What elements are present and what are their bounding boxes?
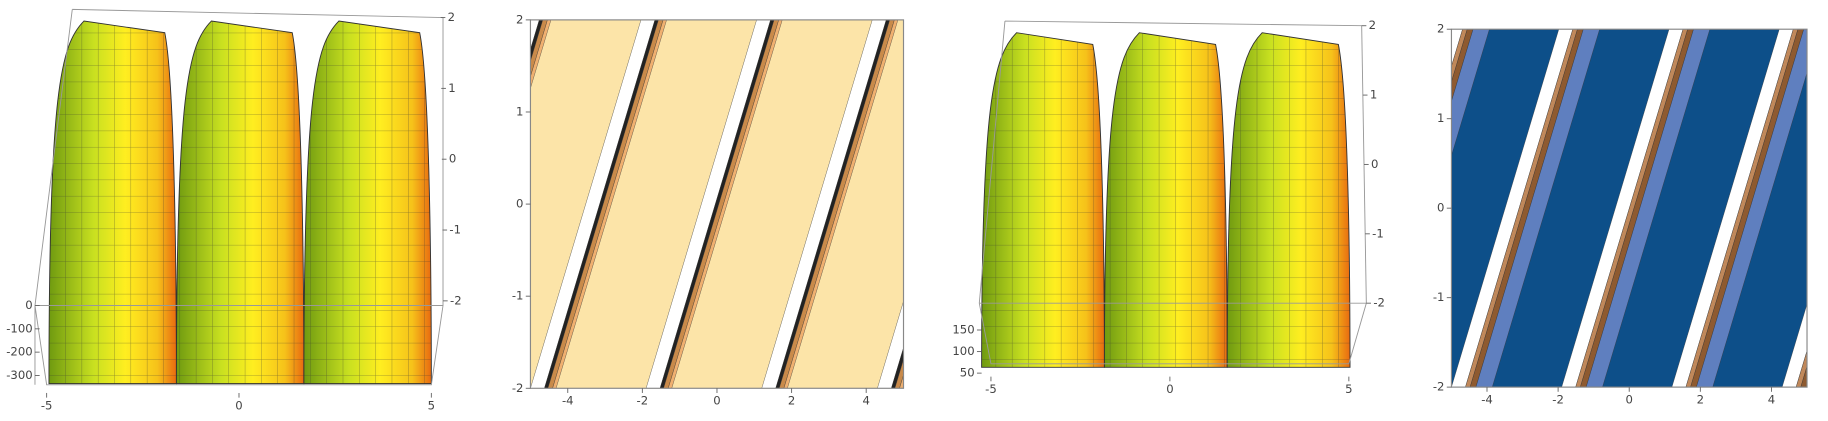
tick-label: 5 [428,398,435,412]
contour-band [1475,29,1600,388]
tick-label: -2 [637,394,649,408]
tick-label: 0 [713,394,720,408]
tick-label: -2 [450,293,462,307]
tick-label: 1 [1370,88,1377,102]
contour-band [547,19,664,389]
contour-band [659,19,775,389]
contour-band [1580,29,1694,388]
surface-mesh [981,32,1105,368]
contour-band [761,19,887,389]
contour-band [1781,303,1808,388]
tick-label: 1 [448,81,455,95]
tick-label: 0 [449,152,456,166]
contour-band [899,374,904,389]
contour-band [1451,29,1573,388]
box-frame [978,20,1367,365]
tick-label: 1 [516,104,523,118]
tick-label: 0 [1626,392,1633,406]
tick-label: -1 [449,223,461,237]
tick-label: -1 [512,289,524,303]
contour-fill [530,19,904,389]
contour-band [877,300,904,389]
tick-label: -1 [1372,226,1384,240]
contour-band [645,19,771,389]
surface-mesh [303,21,432,384]
tick-label: -2 [1433,380,1445,394]
tick-label: -2 [1552,392,1564,406]
contour-band [530,19,552,89]
contour-band [783,19,899,389]
tick-label: 2 [1369,18,1376,32]
tick-label: 150 [952,322,974,336]
contour-band [1469,29,1584,388]
tick-label: -200 [6,345,32,359]
contour-band [1685,29,1799,388]
tick-label: 1 [1437,111,1444,125]
surface-mesh [176,21,304,384]
tick-label: 50 [960,366,975,380]
tick-label: 2 [516,12,523,26]
tick-label: 0 [1437,201,1444,215]
contour-band [668,19,783,389]
contour-band [552,19,667,389]
tick-label: -100 [6,321,32,335]
tick-label: 0 [235,398,242,412]
tick-label: -2 [1373,296,1385,310]
tick-label: 4 [1768,392,1775,406]
contour-fill [1451,29,1808,388]
contour-band [544,19,659,389]
tick-label: -4 [1481,392,1493,406]
tick-label: 5 [1345,382,1352,396]
tick-label: -5 [41,398,53,412]
contour-band [530,19,543,62]
contour-band [1585,29,1711,388]
contour-band [779,19,895,389]
tick-label: 2 [1437,22,1444,36]
contour-band [1806,385,1808,388]
tick-label: -5 [985,382,997,396]
contour-band [1561,29,1684,388]
contour-band [663,19,779,389]
contour-band [1690,29,1804,388]
tick-label: 4 [862,394,869,408]
tick-label: -4 [562,394,574,408]
contour-band [891,347,904,389]
decoration [34,8,1808,389]
tick-label: 0 [516,197,523,211]
contour-band [1451,29,1490,157]
tick-label: -1 [1433,290,1445,304]
tick-label: 2 [1697,392,1704,406]
tick-label: 0 [25,298,32,312]
tick-label: 100 [952,344,974,358]
contour-band [894,358,904,389]
tick-label: -300 [6,368,32,382]
contour-band [1465,29,1578,388]
contour-band [775,19,890,389]
contour-band [530,19,656,389]
surface-mesh [48,21,177,384]
contour-band [1795,350,1808,388]
surface-mesh [1104,32,1228,368]
tick-label: 2 [448,10,455,24]
tick-label: 0 [1371,157,1378,171]
contour-band [1671,29,1794,388]
contour-band [1575,29,1688,388]
tick-label: 2 [788,394,795,408]
contour-band [1800,365,1808,388]
tick-label: 0 [1166,382,1173,396]
surface-mesh [1227,32,1351,368]
contour-band [1696,29,1808,388]
tick-label: -2 [512,381,524,395]
